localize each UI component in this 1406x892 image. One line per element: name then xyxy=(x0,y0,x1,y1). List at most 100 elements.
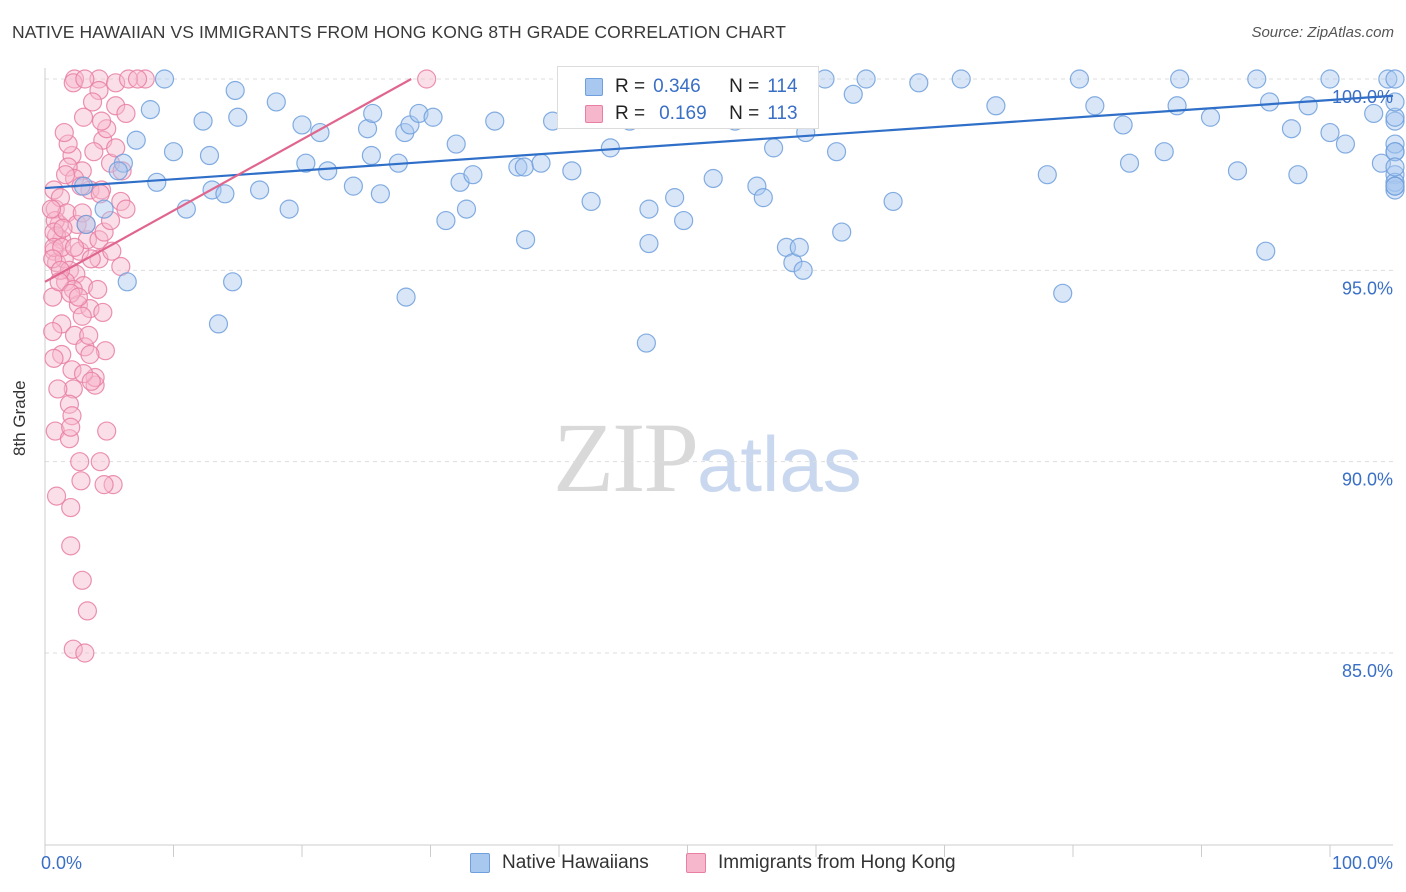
point-native-hawaiians xyxy=(515,230,536,250)
point-native-hawaiians xyxy=(1085,96,1105,116)
point-native-hawaiians xyxy=(357,119,378,139)
series-immigrants-hong-kong xyxy=(41,69,437,663)
point-immigrants-hong-kong xyxy=(58,134,78,154)
point-immigrants-hong-kong xyxy=(80,299,100,319)
point-immigrants-hong-kong xyxy=(62,145,82,166)
x-tick-label: 100.0% xyxy=(1332,853,1393,873)
point-native-hawaiians xyxy=(1170,69,1190,89)
point-native-hawaiians xyxy=(639,233,659,254)
point-native-hawaiians xyxy=(266,92,286,112)
point-immigrants-hong-kong xyxy=(127,69,148,89)
r-value: 0.346 xyxy=(653,76,701,97)
point-immigrants-hong-kong xyxy=(61,536,81,556)
point-native-hawaiians xyxy=(508,157,528,177)
grid-layer xyxy=(45,78,1393,654)
point-immigrants-hong-kong xyxy=(93,302,113,323)
point-immigrants-hong-kong xyxy=(94,475,114,495)
point-native-hawaiians xyxy=(1119,153,1140,173)
n-value: 113 xyxy=(767,103,798,124)
point-native-hawaiians xyxy=(674,210,694,231)
point-native-hawaiians xyxy=(909,73,929,93)
point-immigrants-hong-kong xyxy=(91,111,112,131)
point-immigrants-hong-kong xyxy=(68,295,89,315)
point-native-hawaiians xyxy=(1385,134,1405,154)
point-native-hawaiians xyxy=(856,69,876,89)
point-immigrants-hong-kong xyxy=(44,348,64,368)
point-immigrants-hong-kong xyxy=(82,92,103,112)
y-tick-label: 90.0% xyxy=(1342,470,1393,490)
point-native-hawaiians xyxy=(1385,176,1405,196)
point-immigrants-hong-kong xyxy=(70,241,90,261)
legend-label: Immigrants from Hong Kong xyxy=(718,852,956,873)
point-immigrants-hong-kong xyxy=(48,379,68,399)
point-native-hawaiians xyxy=(409,103,429,124)
point-native-hawaiians xyxy=(1385,107,1405,127)
r-value: 0.169 xyxy=(659,103,707,124)
point-native-hawaiians xyxy=(279,199,299,219)
point-immigrants-hong-kong xyxy=(59,394,80,414)
point-native-hawaiians xyxy=(1298,96,1318,116)
point-native-hawaiians xyxy=(140,100,160,120)
point-native-hawaiians xyxy=(883,191,903,212)
point-immigrants-hong-kong xyxy=(85,367,105,388)
point-native-hawaiians xyxy=(1378,69,1398,89)
point-immigrants-hong-kong xyxy=(72,570,92,590)
point-native-hawaiians xyxy=(793,260,813,280)
watermark-atlas: atlas xyxy=(697,420,862,508)
legend-item-immigrants-hong-kong[interactable]: Immigrants from Hong Kong xyxy=(686,852,956,874)
legend-swatch-blue xyxy=(470,853,490,873)
point-immigrants-hong-kong xyxy=(85,375,105,395)
point-native-hawaiians xyxy=(1260,92,1280,112)
point-native-hawaiians xyxy=(636,333,656,353)
point-native-hawaiians xyxy=(1320,122,1340,143)
point-native-hawaiians xyxy=(1364,103,1384,124)
y-tick-label: 95.0% xyxy=(1342,278,1393,298)
point-native-hawaiians xyxy=(361,145,381,166)
point-immigrants-hong-kong xyxy=(43,321,63,342)
point-immigrants-hong-kong xyxy=(106,96,126,116)
point-native-hawaiians xyxy=(639,199,659,219)
point-immigrants-hong-kong xyxy=(90,452,110,472)
point-native-hawaiians xyxy=(514,157,534,177)
point-native-hawaiians xyxy=(1385,69,1405,89)
point-immigrants-hong-kong xyxy=(63,73,83,93)
point-native-hawaiians xyxy=(215,184,235,204)
point-native-hawaiians xyxy=(1200,107,1221,127)
point-immigrants-hong-kong xyxy=(135,69,155,89)
zipatlas-watermark: ZIPatlas xyxy=(553,400,862,515)
legend-swatch-pink xyxy=(686,853,706,873)
x-tick-label: 0.0% xyxy=(41,853,82,873)
point-native-hawaiians xyxy=(1113,115,1133,135)
point-immigrants-hong-kong xyxy=(63,379,83,399)
point-immigrants-hong-kong xyxy=(63,639,83,659)
point-immigrants-hong-kong xyxy=(43,249,63,269)
source-credit: Source: ZipAtlas.com xyxy=(1251,24,1394,41)
point-immigrants-hong-kong xyxy=(88,279,108,300)
point-native-hawaiians xyxy=(703,168,723,189)
point-immigrants-hong-kong xyxy=(75,643,95,663)
point-immigrants-hong-kong xyxy=(41,199,62,219)
point-immigrants-hong-kong xyxy=(73,364,94,384)
point-immigrants-hong-kong xyxy=(95,341,115,361)
stats-row-immigrants-hong-kong: R = 0.169 N = 113 xyxy=(558,101,798,127)
point-native-hawaiians xyxy=(199,145,220,166)
point-native-hawaiians xyxy=(1154,142,1174,162)
point-native-hawaiians xyxy=(296,153,316,173)
r-label: R = xyxy=(615,76,646,97)
point-native-hawaiians xyxy=(665,188,685,208)
point-native-hawaiians xyxy=(363,103,383,124)
point-native-hawaiians xyxy=(1335,134,1356,154)
point-immigrants-hong-kong xyxy=(417,69,437,89)
point-immigrants-hong-kong xyxy=(72,203,92,223)
trend-lines xyxy=(44,78,1394,283)
n-label: N = xyxy=(729,76,760,97)
point-native-hawaiians xyxy=(986,96,1006,116)
point-immigrants-hong-kong xyxy=(53,218,73,238)
legend-item-native-hawaiians[interactable]: Native Hawaiians xyxy=(470,852,649,874)
point-immigrants-hong-kong xyxy=(75,69,95,89)
point-native-hawaiians xyxy=(531,153,551,173)
point-native-hawaiians xyxy=(1069,69,1090,89)
point-immigrants-hong-kong xyxy=(116,199,136,219)
point-native-hawaiians xyxy=(581,191,601,212)
